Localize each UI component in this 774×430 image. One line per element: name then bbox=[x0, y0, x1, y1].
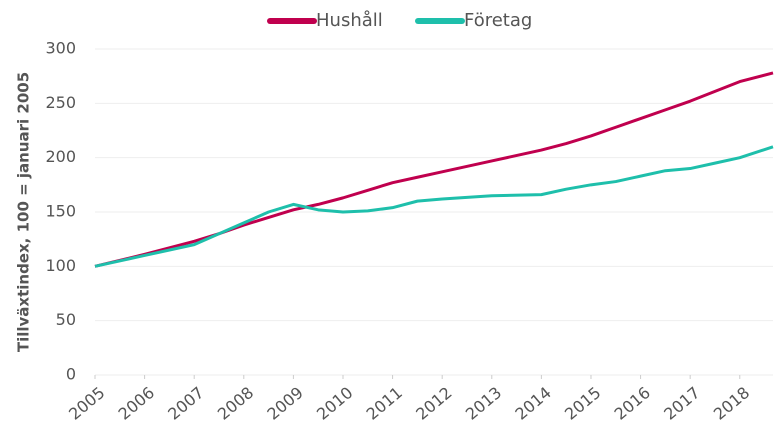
legend-label: Hushåll bbox=[316, 10, 383, 31]
x-tick-label: 2009 bbox=[263, 383, 306, 424]
x-tick-label: 2014 bbox=[511, 383, 554, 424]
x-tick-label: 2012 bbox=[412, 383, 455, 424]
x-tick-label: 2013 bbox=[462, 383, 505, 424]
x-tick-label: 2008 bbox=[214, 383, 257, 424]
y-tick-label: 0 bbox=[66, 365, 76, 384]
y-tick-label: 300 bbox=[45, 39, 76, 58]
x-tick-label: 2007 bbox=[164, 383, 207, 424]
y-tick-label: 250 bbox=[45, 93, 76, 112]
y-tick-label: 100 bbox=[45, 256, 76, 275]
line bbox=[94, 71, 774, 268]
x-tick-label: 2017 bbox=[660, 383, 703, 424]
y-axis-label: Tillväxtindex, 100 = januari 2005 bbox=[15, 72, 33, 352]
y-tick-label: 50 bbox=[56, 310, 76, 329]
y-tick-label: 200 bbox=[45, 147, 76, 166]
line bbox=[94, 145, 774, 268]
x-tick-label: 2011 bbox=[363, 383, 406, 424]
x-tick-label: 2016 bbox=[611, 383, 654, 424]
x-tick-label: 2006 bbox=[115, 383, 158, 424]
legend-label: Företag bbox=[464, 10, 532, 31]
x-tick-label: 2010 bbox=[313, 383, 356, 424]
x-tick-label: 2005 bbox=[65, 383, 108, 424]
x-tick-label: 2018 bbox=[710, 383, 753, 424]
y-tick-label: 150 bbox=[45, 202, 76, 221]
x-tick-label: 2015 bbox=[561, 383, 604, 424]
